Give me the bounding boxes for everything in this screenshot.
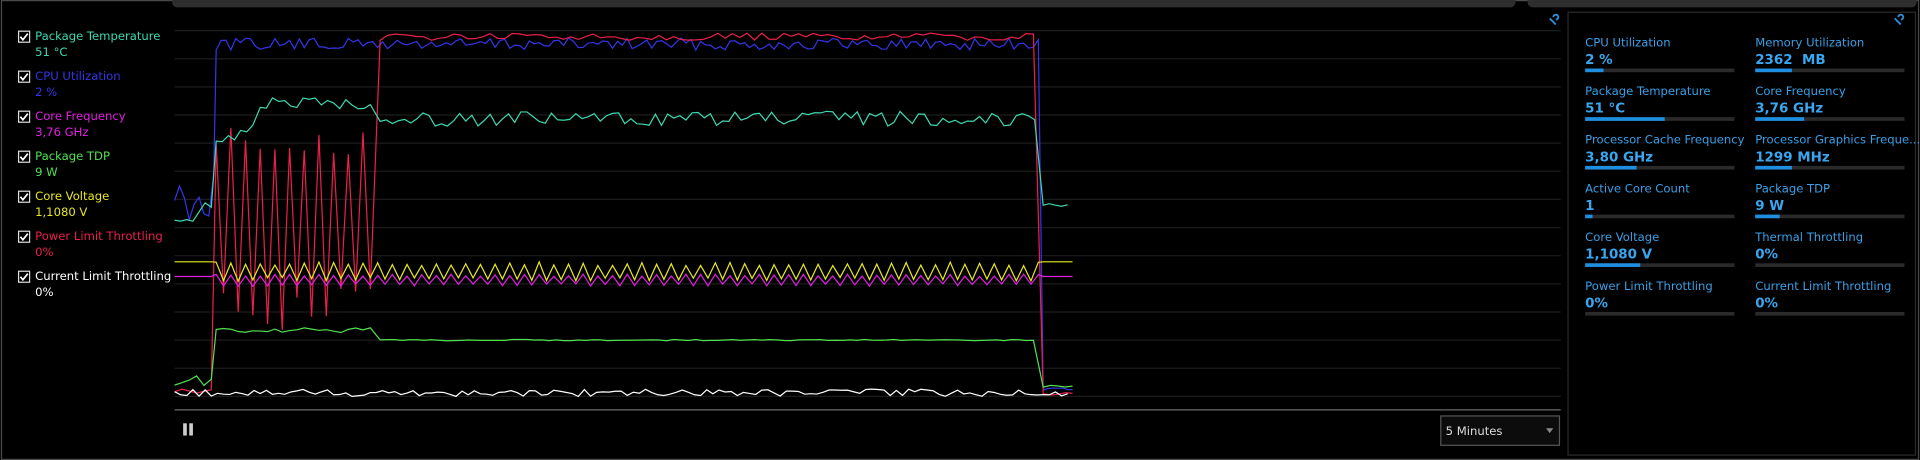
- metric-value: 3,80 GHz: [1585, 150, 1653, 165]
- legend-item[interactable]: CPU Utilization 2 %: [17, 69, 121, 99]
- legend-value: 51 °C: [35, 45, 67, 59]
- metric-bar-track: [1755, 117, 1905, 121]
- checkmark: [19, 273, 29, 282]
- metric-value: 3,76 GHz: [1755, 102, 1823, 117]
- legend-item[interactable]: Core Voltage 1,1080 V: [17, 189, 110, 219]
- legend-item[interactable]: Current Limit Throttling 0%: [17, 269, 172, 299]
- legend: Package Temperature 51 °C CPU Utilization 2…: [17, 29, 172, 299]
- metric-label: Active Core Count: [1585, 181, 1690, 195]
- legend-value: 0%: [35, 285, 53, 299]
- metric-value: 2362 MB: [1755, 53, 1825, 68]
- settings-icon[interactable]: [1894, 13, 1905, 26]
- metric-label: Core Voltage: [1585, 230, 1659, 244]
- metric-bar-fill: [1755, 68, 1792, 73]
- legend-value: 0%: [35, 245, 53, 259]
- metric-label: Power Limit Throttling: [1585, 279, 1713, 293]
- metric-bar-fill: [1585, 214, 1593, 219]
- legend-item[interactable]: Core Frequency 3,76 GHz: [17, 109, 126, 139]
- legend-label: CPU Utilization: [35, 69, 120, 83]
- legend-label: Core Voltage: [35, 189, 109, 203]
- metric-label: Memory Utilization: [1755, 35, 1864, 49]
- metric-value: 0%: [1755, 248, 1778, 263]
- trace: [174, 388, 1068, 398]
- metric-bar-track: [1585, 311, 1735, 316]
- legend-label: Core Frequency: [35, 109, 126, 123]
- metric-bar-track: [1755, 263, 1905, 267]
- metric-value: 0%: [1585, 296, 1608, 311]
- trace: [174, 32, 1073, 396]
- metric-value: 2 %: [1585, 53, 1613, 68]
- metric-label: Core Frequency: [1755, 84, 1846, 98]
- metric-value: 0%: [1755, 296, 1778, 311]
- chart-traces: [173, 32, 1073, 398]
- metric-bar-fill: [1755, 117, 1805, 121]
- checkmark: [19, 33, 29, 42]
- legend-value: 1,1080 V: [35, 205, 87, 219]
- checkmark: [19, 73, 29, 82]
- pause-button[interactable]: [179, 419, 197, 440]
- checkbox: [17, 270, 31, 283]
- metric-value: 1,1080 V: [1585, 248, 1653, 263]
- metric-label: Processor Graphics Freque...: [1755, 133, 1920, 147]
- checkbox: [17, 150, 31, 163]
- metric-bar-fill: [1585, 263, 1641, 267]
- checkbox: [17, 70, 31, 83]
- checkmark: [19, 193, 29, 202]
- trace: [174, 260, 1073, 283]
- metric-bar-track: [1755, 68, 1905, 73]
- metric-bar-track: [1755, 165, 1905, 170]
- trace: [174, 273, 1073, 288]
- checkmark: [19, 153, 29, 162]
- metric-bar-track: [1585, 68, 1735, 73]
- metric-bar-track: [1585, 214, 1735, 219]
- legend-label: Package TDP: [35, 149, 110, 163]
- metric-bar-track: [1755, 214, 1905, 219]
- metric-label: Current Limit Throttling: [1755, 279, 1891, 293]
- metric-label: Processor Cache Frequency: [1585, 133, 1745, 147]
- legend-label: Power Limit Throttling: [35, 229, 163, 243]
- metrics: CPU Utilization 2 % Memory Utilization 2362…: [1585, 35, 1920, 316]
- metric-label: Package TDP: [1755, 181, 1830, 195]
- metric-bar-fill: [1585, 117, 1665, 121]
- metric-label: Thermal Throttling: [1754, 230, 1863, 244]
- dropdown-text: 5 Minutes: [1446, 424, 1503, 438]
- legend-item[interactable]: Power Limit Throttling 0%: [17, 229, 163, 259]
- top-tab: [172, 0, 1516, 8]
- trace: [173, 37, 1073, 391]
- checkbox: [17, 230, 31, 243]
- metric-value: 9 W: [1755, 199, 1784, 214]
- metric-bar-track: [1585, 165, 1735, 170]
- metric-bar-fill: [1585, 68, 1604, 73]
- metric-bar-fill: [1755, 214, 1780, 219]
- settings-icon[interactable]: [1549, 13, 1560, 26]
- time-range-dropdown[interactable]: 5 Minutes: [1440, 415, 1561, 446]
- metric-value: 1299 MHz: [1755, 150, 1830, 165]
- metric-bar-track: [1585, 263, 1735, 267]
- metric-bar-fill: [1755, 165, 1792, 170]
- legend-item[interactable]: Package TDP 9 W: [17, 149, 110, 179]
- legend-value: 2 %: [35, 85, 57, 99]
- metric-value: 51 °C: [1585, 102, 1625, 117]
- checkbox: [17, 30, 31, 43]
- checkmark: [19, 233, 29, 242]
- legend-label: Package Temperature: [35, 29, 160, 43]
- trace: [174, 327, 1073, 388]
- metric-bar-track: [1755, 311, 1905, 316]
- metric-label: CPU Utilization: [1585, 35, 1670, 49]
- checkbox: [17, 190, 31, 203]
- legend-item[interactable]: Package Temperature 51 °C: [17, 29, 161, 59]
- checkmark: [19, 113, 29, 122]
- trace: [174, 97, 1068, 222]
- metrics-panel: [1567, 11, 1917, 456]
- top-tab: [1527, 0, 1917, 8]
- metric-label: Package Temperature: [1585, 84, 1710, 98]
- checkbox: [17, 110, 31, 123]
- metric-bar-fill: [1585, 165, 1637, 170]
- legend-value: 3,76 GHz: [35, 125, 88, 139]
- legend-label: Current Limit Throttling: [35, 269, 171, 283]
- legend-value: 9 W: [35, 165, 58, 179]
- metric-value: 1: [1585, 199, 1594, 214]
